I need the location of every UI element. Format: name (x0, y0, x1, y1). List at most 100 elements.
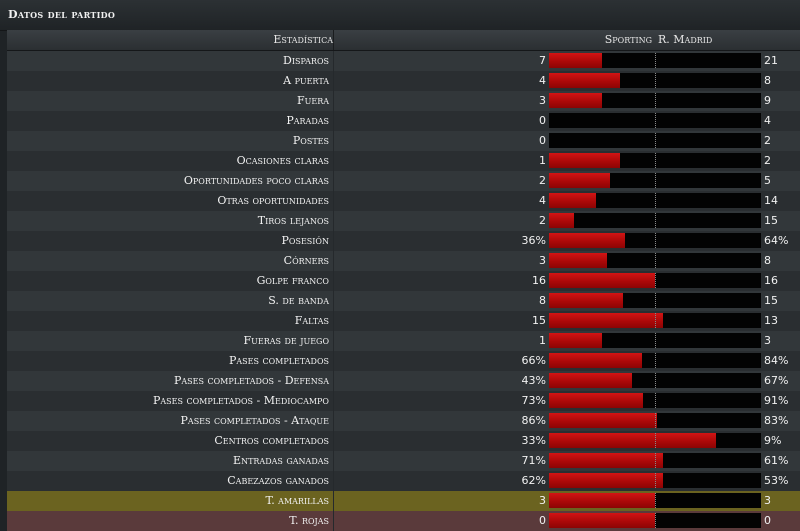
home-value: 16 (532, 274, 546, 287)
away-value: 0 (764, 514, 771, 527)
home-share-fill (549, 493, 655, 508)
header-home-team: Sporting (604, 33, 652, 46)
home-value: 8 (539, 294, 546, 307)
stat-label: Córners (283, 254, 329, 267)
table-row: Faltas 15 13 (7, 311, 800, 331)
column-divider (333, 311, 334, 331)
home-share-fill (549, 233, 626, 248)
home-share-fill (549, 433, 716, 448)
stats-table: Estadística Sporting R. Madrid Disparos 7… (7, 30, 800, 531)
table-row: Posesión 36% 64% (7, 231, 800, 251)
comparison-bar (549, 213, 761, 228)
comparison-bar (549, 393, 761, 408)
away-value: 15 (764, 294, 778, 307)
bar-midline (655, 213, 656, 228)
table-row: Entradas ganadas 71% 61% (7, 451, 800, 471)
away-value: 2 (764, 134, 771, 147)
away-value: 5 (764, 174, 771, 187)
home-value: 33% (521, 434, 546, 447)
home-value: 7 (539, 54, 546, 67)
home-value: 3 (539, 494, 546, 507)
stat-label: Pases completados (228, 354, 329, 367)
column-divider (333, 331, 334, 351)
table-row: Córners 3 8 (7, 251, 800, 271)
stat-label: Pases completados - Ataque (180, 414, 329, 427)
column-divider (333, 391, 334, 411)
home-value: 36% (521, 234, 546, 247)
comparison-bar (549, 433, 761, 448)
home-value: 3 (539, 254, 546, 267)
home-share-fill (549, 373, 632, 388)
stat-label: Fueras de juego (243, 334, 329, 347)
bar-midline (655, 293, 656, 308)
away-value: 2 (764, 154, 771, 167)
home-value: 0 (539, 114, 546, 127)
stat-label: Faltas (294, 314, 329, 327)
column-divider (333, 411, 334, 431)
away-value: 67% (764, 374, 789, 387)
home-share-fill (549, 313, 663, 328)
bar-midline (655, 473, 656, 488)
column-divider (333, 291, 334, 311)
column-divider (333, 511, 334, 531)
away-value: 3 (764, 334, 771, 347)
table-row: Ocasiones claras 1 2 (7, 151, 800, 171)
stat-label: Entradas ganadas (233, 454, 329, 467)
column-divider (333, 111, 334, 131)
stat-label: Cabezazos ganados (227, 474, 329, 487)
column-divider (333, 251, 334, 271)
bar-midline (655, 373, 656, 388)
away-value: 61% (764, 454, 789, 467)
bar-midline (655, 433, 656, 448)
table-row: Cabezazos ganados 62% 53% (7, 471, 800, 491)
away-value: 9 (764, 94, 771, 107)
home-share-fill (549, 193, 597, 208)
away-value: 15 (764, 214, 778, 227)
home-share-fill (549, 93, 602, 108)
away-value: 9% (764, 434, 782, 447)
comparison-bar (549, 473, 761, 488)
home-share-fill (549, 513, 655, 528)
home-share-fill (549, 333, 602, 348)
table-row: Pases completados - Mediocampo 73% 91% (7, 391, 800, 411)
comparison-bar (549, 193, 761, 208)
home-value: 66% (521, 354, 546, 367)
away-value: 13 (764, 314, 778, 327)
table-row: T. rojas 0 0 (7, 511, 800, 531)
home-value: 3 (539, 94, 546, 107)
away-value: 3 (764, 494, 771, 507)
column-divider (333, 351, 334, 371)
bar-midline (655, 453, 656, 468)
stat-label: A puerta (283, 74, 329, 87)
column-divider (333, 191, 334, 211)
header-away-team: R. Madrid (658, 33, 713, 46)
away-value: 14 (764, 194, 778, 207)
comparison-bar (549, 293, 761, 308)
column-divider (333, 371, 334, 391)
away-value: 4 (764, 114, 771, 127)
column-divider (333, 71, 334, 91)
bar-midline (655, 353, 656, 368)
away-value: 53% (764, 474, 789, 487)
bar-midline (655, 413, 656, 428)
stat-label: S. de banda (268, 294, 329, 307)
table-row: Pases completados 66% 84% (7, 351, 800, 371)
table-row: Otras oportunidades 4 14 (7, 191, 800, 211)
comparison-bar (549, 153, 761, 168)
home-share-fill (549, 473, 664, 488)
home-share-fill (549, 213, 574, 228)
table-row: S. de banda 8 15 (7, 291, 800, 311)
column-divider (333, 151, 334, 171)
home-value: 86% (521, 414, 546, 427)
bar-midline (655, 73, 656, 88)
home-share-fill (549, 73, 620, 88)
column-divider (333, 271, 334, 291)
stats-rows: Disparos 7 21 A puerta 4 8 Fuera 3 9 Paradas 0 4 Pos… (7, 51, 800, 531)
comparison-bar (549, 113, 761, 128)
home-value: 2 (539, 214, 546, 227)
stat-label: Golpe franco (256, 274, 329, 287)
bar-midline (655, 133, 656, 148)
column-divider (333, 451, 334, 471)
comparison-bar (549, 53, 761, 68)
